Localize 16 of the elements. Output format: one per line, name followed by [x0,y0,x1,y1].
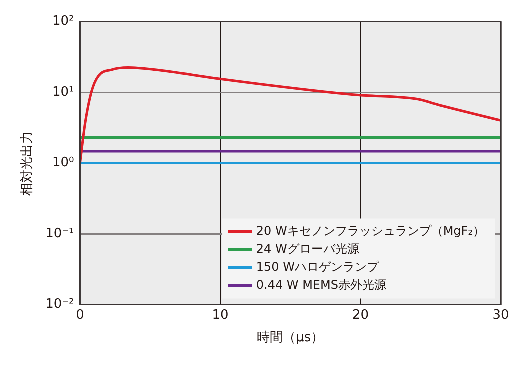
x-tick-label: 30 [492,308,510,323]
y-tick-label: 10⁻² [46,297,74,312]
x-axis-title: 時間（μs） [257,330,324,346]
x-tick-label: 0 [76,308,84,323]
legend-label: 0.44 W MEMS赤外光源 [256,278,386,292]
y-tick-label: 10⁻¹ [46,226,74,242]
legend-label: 24 Wグローバ光源 [256,242,360,256]
y-tick-label: 10⁰ [52,156,74,171]
x-tick-label: 20 [352,308,370,323]
y-axis-title: 相対光出力 [19,130,36,196]
y-tick-label: 10² [52,14,74,30]
line-series [80,66,501,165]
legend-label: 150 Wハロゲンランプ [256,260,380,274]
x-tick-label: 10 [212,308,229,323]
legend-label: 20 Wキセノンフラッシュランプ（MgF₂） [256,224,486,238]
y-tick-label: 10¹ [52,84,74,100]
